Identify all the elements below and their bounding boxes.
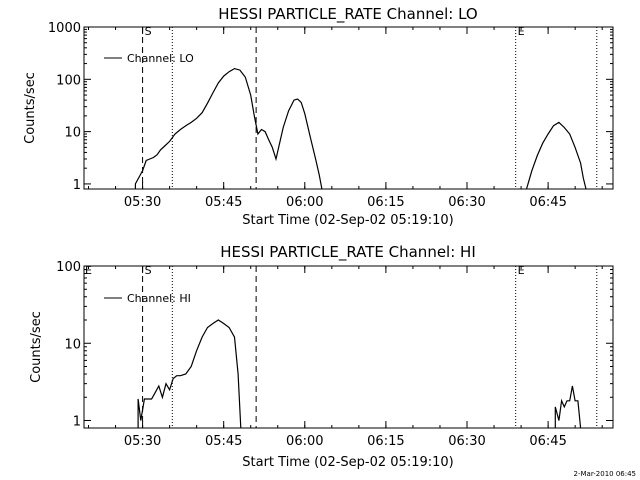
x-axis-label: Start Time (02-Sep-02 05:19:10)	[242, 213, 453, 228]
legend-label: Channel: LO	[127, 52, 194, 65]
y-axis-label: Counts/sec	[23, 72, 38, 144]
x-axis: 05:30 05:45 06:00 06:15 06:30 06:45	[88, 266, 603, 449]
marker-label: S	[145, 25, 152, 38]
marker-label: E	[518, 25, 525, 38]
x-tick-label: 06:00	[286, 195, 323, 210]
y-tick-label: 100	[56, 73, 81, 88]
x-tick-label: 06:30	[448, 434, 485, 449]
y-tick-label: 10	[64, 126, 81, 141]
marker-label: S	[145, 264, 152, 277]
legend: Channel: LO	[104, 52, 194, 65]
y-tick-label: 10	[64, 337, 81, 352]
series-line	[137, 319, 242, 429]
x-tick-label: 06:45	[529, 434, 566, 449]
y-tick-label: 100	[56, 260, 81, 275]
footer-timestamp: 2-Mar-2010 06:45	[574, 470, 636, 478]
legend-label: Channel: HI	[127, 292, 191, 305]
x-tick-label: 05:45	[205, 434, 242, 449]
y-tick-label: 1	[73, 178, 81, 193]
series-lines	[137, 319, 582, 429]
x-tick-label: 05:30	[124, 434, 161, 449]
marker-label: E	[518, 264, 525, 277]
x-axis: 05:30 05:45 06:00 06:15 06:30 06:45	[88, 27, 603, 210]
plot-frame	[83, 265, 614, 429]
series-line	[525, 121, 587, 190]
x-axis-label: Start Time (02-Sep-02 05:19:10)	[242, 455, 453, 470]
x-tick-label: 05:45	[205, 195, 242, 210]
chart-title: HESSI PARTICLE_RATE Channel: HI	[220, 243, 476, 262]
y-axis: 1 10 100 1000	[48, 21, 613, 193]
series-line	[554, 385, 582, 429]
y-tick-label: 1	[73, 415, 81, 430]
x-tick-label: 06:15	[367, 195, 404, 210]
y-axis-label: Counts/sec	[29, 311, 44, 383]
x-tick-label: 06:00	[286, 434, 323, 449]
chart-title: HESSI PARTICLE_RATE Channel: LO	[218, 5, 477, 24]
chart-panel-hi: HESSI PARTICLE_RATE Channel: HI S EE 1101…	[29, 243, 614, 470]
marker-lines: S EE	[85, 264, 598, 428]
series-lines	[134, 67, 587, 190]
y-tick-label: 1000	[48, 21, 81, 36]
x-tick-label: 05:30	[124, 195, 161, 210]
x-tick-label: 06:15	[367, 434, 404, 449]
plot-frame	[83, 26, 614, 190]
y-axis: 1 10 100	[56, 260, 613, 430]
series-line	[134, 67, 323, 190]
marker-label: E	[85, 264, 92, 277]
x-tick-label: 06:30	[448, 195, 485, 210]
x-tick-label: 06:45	[529, 195, 566, 210]
legend: Channel: HI	[104, 292, 191, 305]
